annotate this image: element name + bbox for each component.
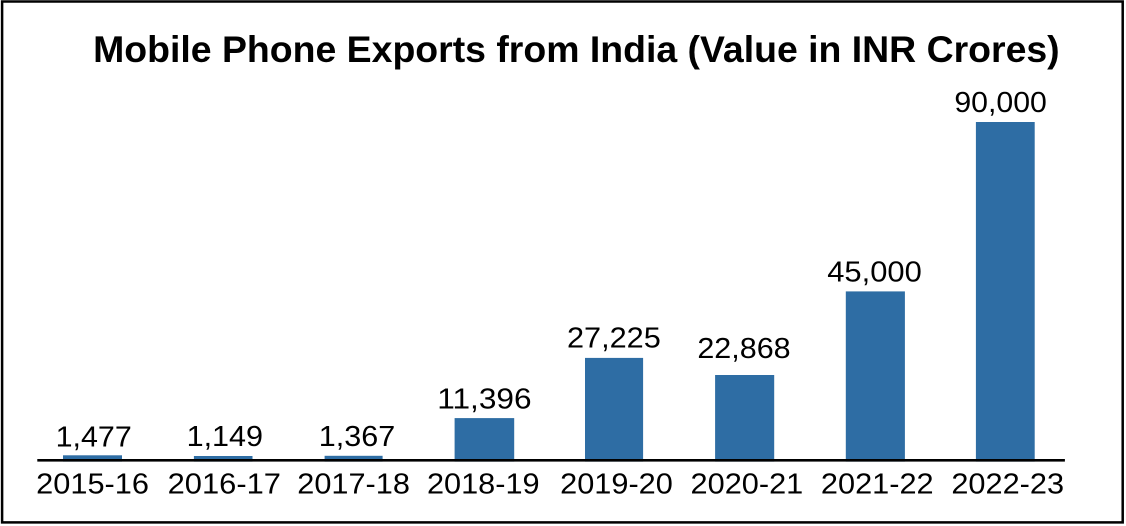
svg-text:27,225: 27,225 [567, 322, 661, 354]
svg-text:2018-19: 2018-19 [427, 468, 540, 500]
svg-text:1,477: 1,477 [56, 421, 132, 453]
svg-text:22,868: 22,868 [697, 333, 790, 365]
svg-text:2019-20: 2019-20 [560, 468, 673, 500]
svg-text:1,149: 1,149 [187, 421, 263, 453]
svg-text:2016-17: 2016-17 [168, 468, 281, 500]
svg-text:11,396: 11,396 [437, 383, 531, 415]
svg-text:2021-22: 2021-22 [821, 468, 934, 500]
svg-text:90,000: 90,000 [954, 87, 1047, 119]
svg-text:2020-21: 2020-21 [691, 468, 804, 500]
svg-text:45,000: 45,000 [827, 256, 922, 288]
svg-text:2022-23: 2022-23 [951, 468, 1064, 500]
svg-text:2017-18: 2017-18 [297, 468, 410, 500]
svg-text:1,367: 1,367 [319, 421, 395, 453]
svg-text:2015-16: 2015-16 [36, 468, 149, 500]
svg-text:Mobile Phone Exports from Indi: Mobile Phone Exports from India (Value i… [93, 28, 1060, 70]
